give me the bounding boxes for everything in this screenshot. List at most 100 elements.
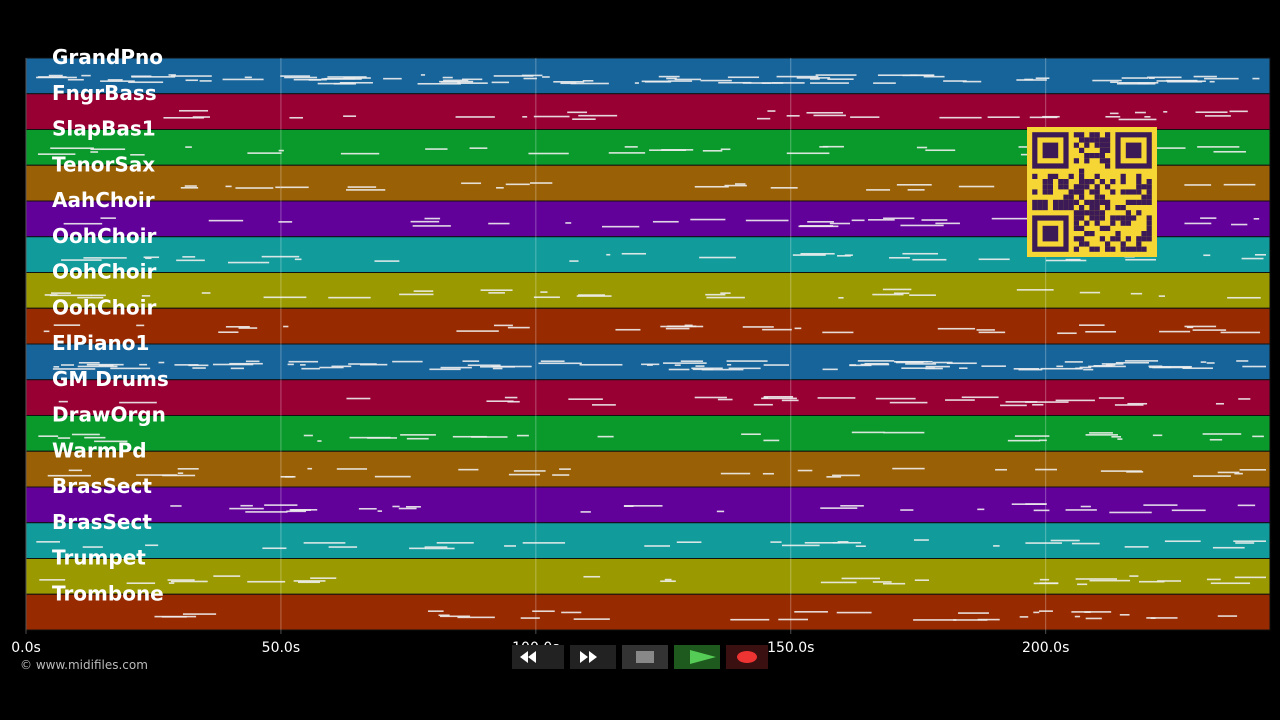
qr-cell <box>1105 184 1111 190</box>
qr-cell <box>1089 210 1095 216</box>
note <box>58 400 68 403</box>
note <box>1035 468 1058 471</box>
note <box>568 398 603 400</box>
qr-cell <box>1094 210 1100 216</box>
note <box>583 575 601 578</box>
note <box>851 431 885 434</box>
note <box>289 116 303 119</box>
qr-cell <box>1110 246 1116 252</box>
qr-cell <box>1141 236 1147 242</box>
qr-cell <box>1068 205 1074 211</box>
note <box>889 401 928 404</box>
note <box>286 510 306 513</box>
note <box>440 366 472 369</box>
note <box>694 396 727 399</box>
note <box>1215 402 1224 405</box>
note <box>63 222 103 225</box>
note <box>1204 77 1239 80</box>
note <box>837 255 851 257</box>
note <box>1212 546 1245 549</box>
track-label: DrawOrgn <box>52 403 166 427</box>
note <box>346 189 386 191</box>
qr-cell <box>1146 215 1152 221</box>
note <box>317 82 354 85</box>
note <box>892 467 925 470</box>
note <box>1092 79 1122 82</box>
rewind-button[interactable] <box>512 645 564 669</box>
note <box>429 368 461 371</box>
note <box>1200 217 1217 219</box>
note <box>349 436 391 439</box>
note <box>1080 505 1091 508</box>
note <box>1182 367 1213 370</box>
qr-cell <box>1084 137 1090 143</box>
note <box>807 221 834 223</box>
note <box>328 296 371 299</box>
note <box>37 153 76 155</box>
note <box>1238 398 1251 400</box>
note <box>425 148 448 150</box>
note <box>694 185 729 188</box>
note <box>1032 403 1044 406</box>
qr-cell <box>1063 205 1069 211</box>
note <box>491 365 532 368</box>
qr-cell <box>1105 142 1111 148</box>
note <box>792 254 826 256</box>
note <box>184 185 197 187</box>
note <box>832 474 860 477</box>
qr-cell <box>1084 158 1090 164</box>
qr-cell <box>1110 179 1116 185</box>
note <box>343 115 357 117</box>
note <box>717 398 733 401</box>
note <box>900 509 914 511</box>
note <box>1167 80 1203 83</box>
note <box>1124 546 1149 548</box>
qr-cell <box>1042 189 1048 195</box>
qr-cell <box>1068 199 1074 205</box>
note <box>857 360 895 362</box>
qr-cell <box>1131 215 1137 221</box>
note <box>661 149 694 151</box>
note <box>427 610 444 612</box>
note <box>826 476 842 478</box>
note <box>961 396 999 399</box>
note <box>1148 365 1163 368</box>
note <box>1038 610 1053 612</box>
note <box>1050 539 1080 542</box>
note <box>171 75 212 77</box>
track-label: Trumpet <box>52 546 146 570</box>
note <box>720 472 751 475</box>
note <box>225 185 232 188</box>
note <box>813 114 846 117</box>
qr-cell <box>1037 205 1043 211</box>
note <box>436 542 474 544</box>
note <box>77 296 104 299</box>
stop-icon <box>636 651 654 663</box>
note <box>278 221 293 223</box>
note <box>1105 115 1121 118</box>
note <box>53 366 60 368</box>
note <box>674 364 681 366</box>
note <box>542 76 550 78</box>
qr-cell <box>1042 179 1048 185</box>
note <box>68 469 83 472</box>
note <box>1184 184 1212 186</box>
note <box>360 363 388 366</box>
note <box>340 152 380 155</box>
qr-cell <box>1125 220 1131 226</box>
note <box>1184 325 1217 328</box>
note <box>840 505 864 507</box>
qr-cell <box>1105 205 1111 211</box>
note <box>284 476 294 478</box>
note <box>275 186 281 189</box>
qr-cell <box>1115 236 1121 242</box>
note <box>606 253 611 256</box>
note <box>1237 504 1256 507</box>
note <box>778 618 809 621</box>
note <box>855 545 866 548</box>
note <box>244 76 252 79</box>
qr-cell <box>1079 173 1085 179</box>
qr-code <box>1027 127 1157 257</box>
note <box>860 363 890 366</box>
note <box>458 468 479 471</box>
